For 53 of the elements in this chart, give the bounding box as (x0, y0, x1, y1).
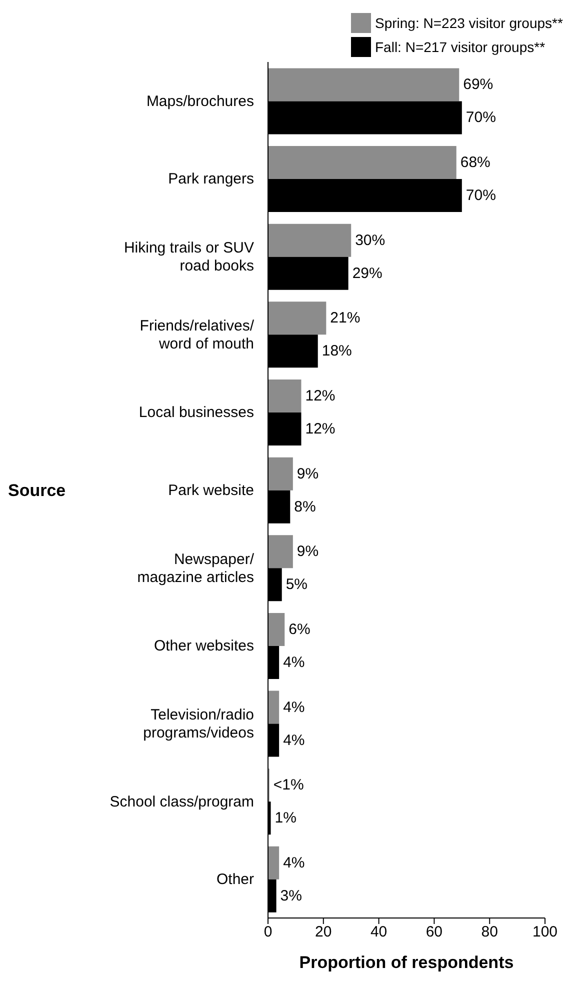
y-axis-title: Source (8, 481, 66, 500)
x-tick-label: 80 (481, 924, 498, 941)
bar (268, 690, 280, 724)
data-label: 30% (355, 232, 386, 249)
bar (268, 380, 302, 412)
y-tick-label: Newspaper/ magazine articles (137, 550, 255, 586)
bar (268, 146, 456, 180)
bar (268, 68, 460, 102)
legend-label: Spring: N=223 visitor groups** (375, 15, 563, 31)
x-axis-title: Proportion of respondents (299, 953, 514, 972)
data-label: 12% (305, 388, 336, 404)
data-label: 4% (283, 654, 305, 671)
x-tick-label: 0 (264, 924, 272, 941)
x-tick-label: 40 (370, 924, 388, 941)
data-label: 4% (283, 854, 305, 872)
bar (268, 457, 293, 490)
y-tick-label: Other websites (154, 637, 254, 654)
data-label: 9% (296, 465, 319, 482)
bar (268, 612, 285, 646)
data-label: <1% (273, 776, 304, 794)
data-label: 6% (288, 620, 310, 638)
data-label: 8% (294, 498, 316, 516)
x-tick-label: 60 (426, 924, 443, 941)
y-tick-label: Other (216, 870, 254, 888)
data-label: 70% (466, 109, 496, 126)
y-tick-label: Hiking trails or SUV road books (124, 239, 254, 274)
bar (268, 302, 326, 335)
data-label: 4% (283, 732, 305, 749)
y-tick-label: Maps/brochures (146, 92, 254, 110)
data-label: 5% (286, 576, 308, 594)
y-tick-label: Television/radio programs/videos (143, 706, 254, 741)
y-tick-label: Park rangers (168, 170, 254, 188)
data-label: 29% (352, 264, 382, 282)
bar (268, 846, 280, 880)
data-label: 21% (330, 310, 360, 327)
y-tick-label: Local businesses (138, 404, 254, 421)
data-label: 9% (296, 543, 319, 560)
data-label: 1% (274, 810, 296, 827)
data-label: 18% (322, 342, 352, 360)
data-label: 12% (305, 420, 336, 438)
y-tick-label: School class/program (110, 792, 254, 810)
data-label: 70% (466, 187, 496, 204)
bar (268, 224, 352, 257)
y-tick-label: Park website (168, 482, 254, 498)
data-label: 68% (460, 154, 490, 172)
data-label: 4% (283, 698, 305, 716)
data-label: 3% (280, 887, 302, 904)
legend-label: Fall: N=217 visitor groups** (375, 39, 546, 55)
x-tick-label: 100 (532, 924, 558, 941)
y-tick-label: Friends/relatives/ word of mouth (140, 316, 255, 352)
x-tick-label: 20 (315, 924, 332, 941)
data-label: 69% (463, 76, 494, 94)
bar (268, 535, 293, 568)
